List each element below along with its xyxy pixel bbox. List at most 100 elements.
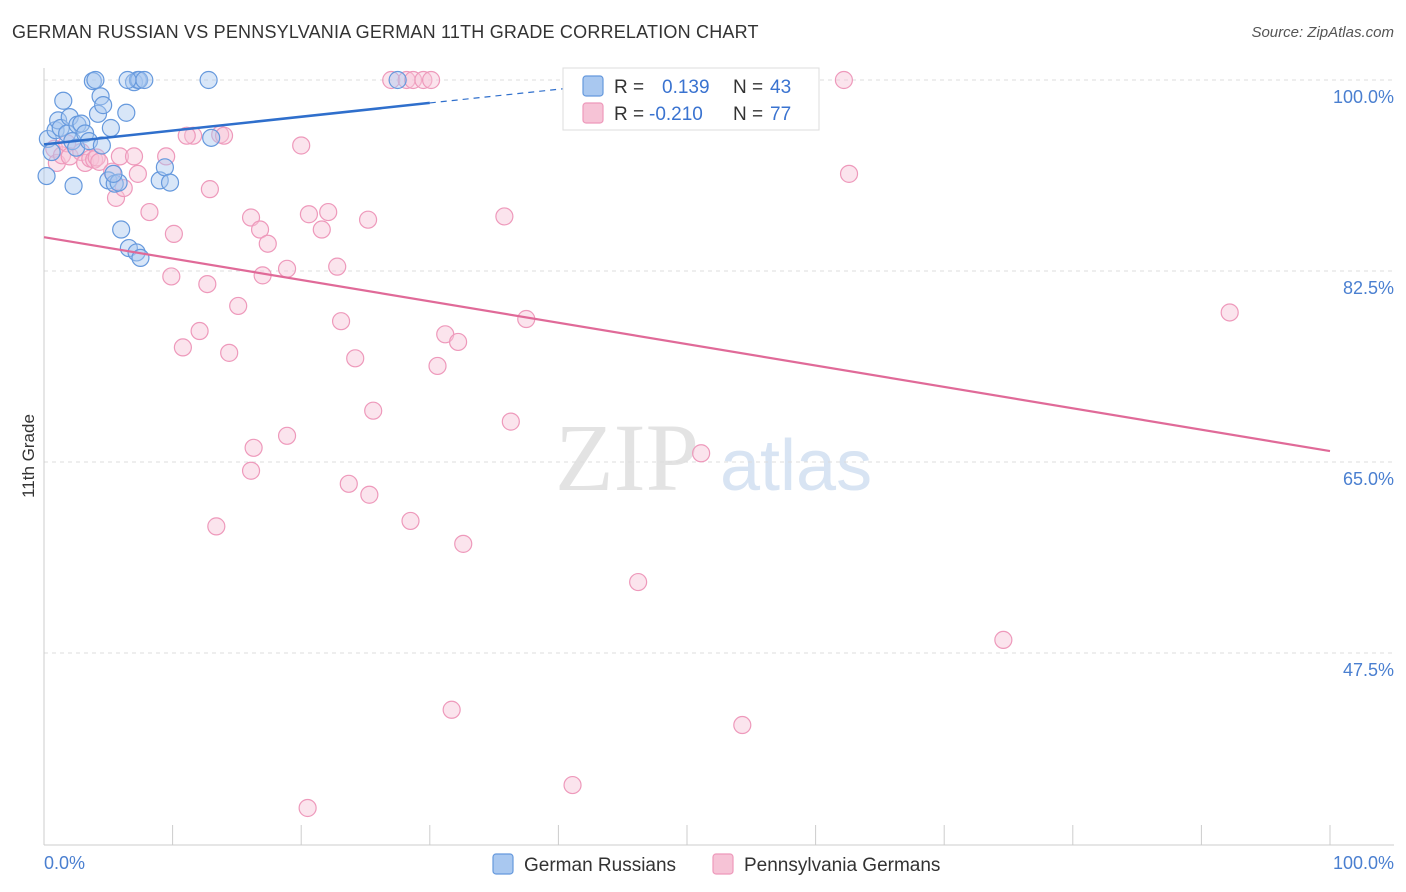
pink-point-29 — [250, 220, 270, 239]
blue-point-20 — [94, 96, 113, 115]
pink-point-64 — [241, 461, 261, 480]
pink-point-71 — [994, 630, 1013, 650]
axes — [43, 68, 1394, 846]
pink-point-60 — [190, 321, 209, 341]
y-tick-label-3: 47.5% — [1343, 660, 1394, 680]
blue-point-26 — [117, 103, 136, 122]
y-axis-title: 11th Grade — [19, 414, 38, 498]
blue-point-40 — [202, 128, 221, 147]
series-german-russians — [37, 70, 407, 268]
series-legend: German Russians Pennsylvania Germans — [492, 853, 940, 876]
pink-point-57 — [839, 164, 859, 183]
pink-point-30 — [258, 234, 277, 253]
blue-point-39 — [160, 173, 180, 192]
pink-point-13 — [110, 147, 129, 166]
trend-line-pink — [43, 236, 1331, 453]
legend-n-value-blue: 43 — [770, 77, 791, 98]
trend-line-blue — [43, 101, 430, 146]
stats-legend-box — [562, 67, 820, 131]
x-tick-label-right: 100.0% — [1333, 853, 1394, 873]
pink-point-40 — [358, 210, 378, 229]
pink-point-19 — [164, 224, 183, 243]
pink-point-21 — [200, 180, 219, 199]
watermark-atlas: atlas — [720, 426, 872, 506]
pink-point-25 — [177, 126, 196, 145]
pink-point-74 — [563, 775, 582, 795]
legend-swatch-blue — [582, 75, 604, 97]
y-tick-label-1: 82.5% — [1343, 278, 1394, 298]
pink-point-58 — [834, 70, 853, 90]
pink-point-54 — [692, 444, 711, 463]
blue-point-35 — [118, 70, 137, 90]
pink-point-15 — [124, 147, 144, 166]
legend-n-value-pink: 77 — [770, 104, 791, 125]
pink-point-2 — [52, 146, 72, 165]
legend-r-label-pink: R = — [614, 104, 644, 125]
blue-point-8 — [60, 108, 79, 127]
blue-point-22 — [101, 118, 120, 138]
blue-point-24 — [109, 173, 128, 192]
pink-point-38 — [331, 312, 351, 331]
legend-n-label-pink: N = — [733, 104, 763, 125]
pink-point-75 — [298, 798, 317, 818]
pink-point-68 — [401, 511, 420, 531]
pink-point-26 — [198, 274, 217, 294]
pink-point-35 — [312, 220, 331, 239]
legend-n-label-blue: N = — [733, 77, 763, 98]
x-tick-label-left: 0.0% — [44, 853, 85, 873]
pink-point-39 — [346, 349, 365, 368]
blue-point-17 — [86, 70, 105, 90]
pink-point-32 — [277, 259, 297, 278]
pink-point-41 — [364, 401, 383, 420]
pink-point-50 — [495, 207, 514, 226]
bottom-legend-label-pink: Pennsylvania Germans — [744, 855, 940, 876]
source-credit: Source: ZipAtlas.com — [1251, 24, 1394, 41]
pink-point-37 — [328, 257, 347, 276]
pink-point-62 — [277, 426, 297, 445]
pink-point-14 — [114, 178, 133, 198]
bottom-legend-label-blue: German Russians — [524, 855, 676, 876]
blue-point-6 — [54, 91, 73, 110]
pink-point-27 — [229, 296, 248, 316]
pink-point-16 — [128, 164, 147, 183]
watermark-zip: ZIP — [555, 404, 699, 511]
x-ticks — [172, 825, 1331, 845]
pink-point-17 — [140, 202, 159, 222]
y-tick-label-0: 100.0% — [1333, 87, 1394, 107]
pink-point-63 — [244, 438, 263, 457]
pink-point-36 — [319, 202, 338, 222]
blue-point-13 — [72, 114, 91, 133]
pink-point-51 — [501, 412, 520, 431]
pink-point-49 — [448, 332, 468, 352]
blue-point-10 — [64, 176, 83, 195]
blue-point-41 — [199, 70, 218, 90]
pink-point-59 — [173, 338, 192, 357]
legend-swatch-pink — [582, 102, 604, 124]
blue-point-38 — [155, 158, 174, 177]
blue-point-2 — [42, 142, 61, 162]
y-tick-label-2: 65.0% — [1343, 469, 1394, 489]
bottom-legend-swatch-blue — [492, 853, 514, 875]
bottom-legend-swatch-pink — [712, 853, 734, 875]
pink-point-44 — [403, 70, 423, 90]
chart-title: GERMAN RUSSIAN VS PENNSYLVANIA GERMAN 11… — [12, 22, 759, 42]
trend-lines — [43, 75, 1331, 453]
blue-point-42 — [388, 70, 407, 90]
pink-point-72 — [442, 700, 461, 719]
blue-point-28 — [112, 220, 131, 239]
blue-point-1 — [37, 166, 56, 186]
blue-point-34 — [135, 70, 154, 90]
pink-point-42 — [382, 70, 401, 90]
legend-r-value-blue: 0.139 — [662, 77, 710, 98]
pink-point-67 — [360, 485, 379, 504]
pink-point-45 — [414, 70, 433, 90]
blue-point-32 — [104, 164, 123, 183]
pink-point-34 — [299, 205, 319, 224]
stats-legend: R = 0.139 N = 43 R = -0.210 N = 77 — [562, 67, 820, 131]
pink-point-69 — [454, 534, 473, 553]
legend-r-value-pink: -0.210 — [649, 104, 703, 125]
pink-point-24 — [162, 267, 181, 286]
pink-point-66 — [339, 474, 358, 493]
blue-point-18 — [88, 104, 108, 123]
